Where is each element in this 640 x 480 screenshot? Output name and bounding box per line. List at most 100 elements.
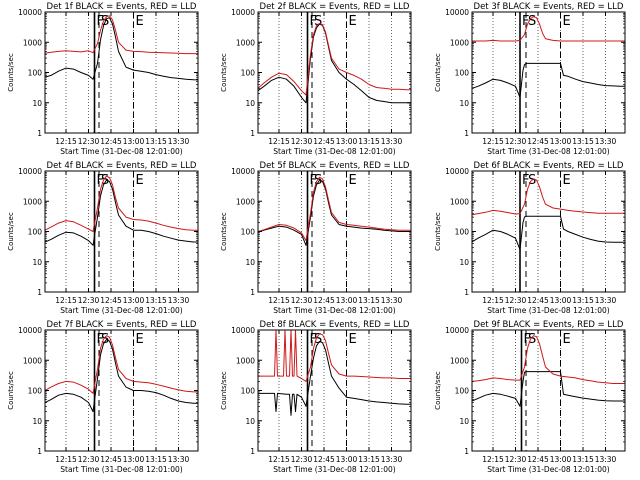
y-axis-label: Counts/sec [434, 53, 442, 92]
x-tick-label: 12:45 [313, 296, 335, 305]
x-tick-label: 13:00 [336, 137, 358, 146]
y-tick-label: 100 [241, 387, 256, 396]
plot-frame [471, 329, 626, 452]
x-tick-label: 13:30 [381, 296, 403, 305]
x-axis-label: Start Time (31-Dec-08 12:01:00) [487, 465, 609, 474]
x-tick-label: 12:15 [482, 296, 504, 305]
y-tick-label: 1000 [23, 356, 42, 365]
series-events [45, 17, 198, 81]
y-tick-label: 10000 [18, 8, 42, 17]
x-tick-label: 13:00 [336, 455, 358, 464]
y-tick-label: 100 [455, 387, 470, 396]
series-events [45, 179, 198, 246]
y-tick-label: 10000 [445, 167, 469, 176]
series-lld [45, 335, 198, 394]
x-tick-label: 12:45 [100, 455, 122, 464]
series-events [258, 23, 411, 104]
x-tick-label: 13:30 [595, 296, 617, 305]
y-tick-label: 1 [250, 447, 255, 456]
x-tick-label: 13:30 [168, 296, 190, 305]
marker-label: S [314, 332, 322, 347]
y-tick-label: 100 [241, 228, 256, 237]
y-tick-label: 10000 [231, 326, 255, 335]
x-tick-label: 13:30 [168, 137, 190, 146]
plot-frame [44, 11, 199, 134]
x-tick-label: 12:45 [527, 296, 549, 305]
y-tick-label: 10 [32, 417, 42, 426]
y-tick-label: 100 [28, 69, 43, 78]
marker-label: E [349, 332, 357, 347]
x-axis-label: Start Time (31-Dec-08 12:01:00) [273, 306, 395, 315]
marker-label: E [349, 173, 357, 188]
y-axis-label: Counts/sec [7, 53, 15, 92]
x-tick-label: 12:30 [505, 455, 527, 464]
x-tick-label: 12:30 [505, 137, 527, 146]
x-tick-label: 13:00 [336, 296, 358, 305]
panel-title: Det 5f BLACK = Events, RED = LLD [260, 161, 410, 171]
x-tick-label: 12:15 [482, 137, 504, 146]
x-tick-label: 13:00 [123, 455, 145, 464]
x-tick-label: 12:30 [291, 455, 313, 464]
x-tick-label: 12:30 [78, 137, 100, 146]
y-tick-label: 10000 [18, 326, 42, 335]
marker-label: S [101, 332, 109, 347]
x-tick-label: 12:15 [268, 455, 290, 464]
x-axis-label: Start Time (31-Dec-08 12:01:00) [273, 147, 395, 156]
marker-label: S [314, 14, 322, 29]
y-tick-label: 1000 [450, 38, 469, 47]
marker-label: F [522, 14, 529, 29]
marker-label: E [563, 173, 571, 188]
y-tick-label: 10 [245, 258, 255, 267]
x-tick-label: 12:45 [313, 455, 335, 464]
x-tick-label: 13:00 [123, 296, 145, 305]
panel-5: Det 5f BLACK = Events, RED = LLD FS E 1 10 10… [220, 161, 412, 315]
panel-title: Det 6f BLACK = Events, RED = LLD [474, 161, 624, 171]
y-tick-label: 1000 [23, 197, 42, 206]
y-tick-label: 1 [250, 288, 255, 297]
marker-label: E [136, 173, 144, 188]
series-lld [472, 16, 625, 42]
x-tick-label: 13:30 [168, 455, 190, 464]
marker-label: S [101, 173, 109, 188]
x-tick-label: 12:45 [100, 296, 122, 305]
x-tick-label: 13:30 [595, 137, 617, 146]
series-lld [258, 330, 411, 382]
y-tick-label: 10000 [231, 8, 255, 17]
plot-frame [44, 329, 199, 452]
x-tick-label: 13:00 [550, 137, 572, 146]
y-tick-label: 10 [459, 417, 469, 426]
x-tick-label: 12:15 [268, 137, 290, 146]
marker-label: E [136, 332, 144, 347]
x-axis-label: Start Time (31-Dec-08 12:01:00) [60, 306, 182, 315]
y-tick-label: 10 [459, 258, 469, 267]
marker-label: S [528, 14, 536, 29]
y-tick-label: 1 [37, 129, 42, 138]
y-tick-label: 1 [37, 447, 42, 456]
series-events [45, 339, 198, 413]
marker-label: F [310, 14, 317, 29]
x-tick-label: 12:15 [55, 296, 77, 305]
y-axis-label: Counts/sec [220, 212, 228, 251]
plot-frame [44, 170, 199, 293]
marker-label: F [97, 332, 104, 347]
x-tick-label: 13:15 [572, 455, 594, 464]
marker-label: F [97, 14, 104, 29]
panel-title: Det 1f BLACK = Events, RED = LLD [47, 2, 197, 12]
y-tick-label: 10000 [445, 326, 469, 335]
panel-9: Det 9f BLACK = Events, RED = LLD FS E 1 10 10… [434, 320, 626, 474]
series-events [472, 215, 625, 251]
x-tick-label: 13:15 [145, 296, 167, 305]
panel-title: Det 7f BLACK = Events, RED = LLD [47, 320, 197, 330]
panel-7: Det 7f BLACK = Events, RED = LLD FS E 1 10 10… [7, 320, 199, 474]
plot-frame [257, 329, 412, 452]
x-tick-label: 12:45 [527, 137, 549, 146]
x-tick-label: 13:30 [595, 455, 617, 464]
marker-label: S [314, 173, 322, 188]
series-lld [45, 175, 198, 232]
marker-label: S [528, 332, 536, 347]
panel-4: Det 4f BLACK = Events, RED = LLD FS E 1 10 10… [7, 161, 199, 315]
panel-title: Det 8f BLACK = Events, RED = LLD [260, 320, 410, 330]
marker-label: F [310, 332, 317, 347]
series-events [258, 340, 411, 416]
